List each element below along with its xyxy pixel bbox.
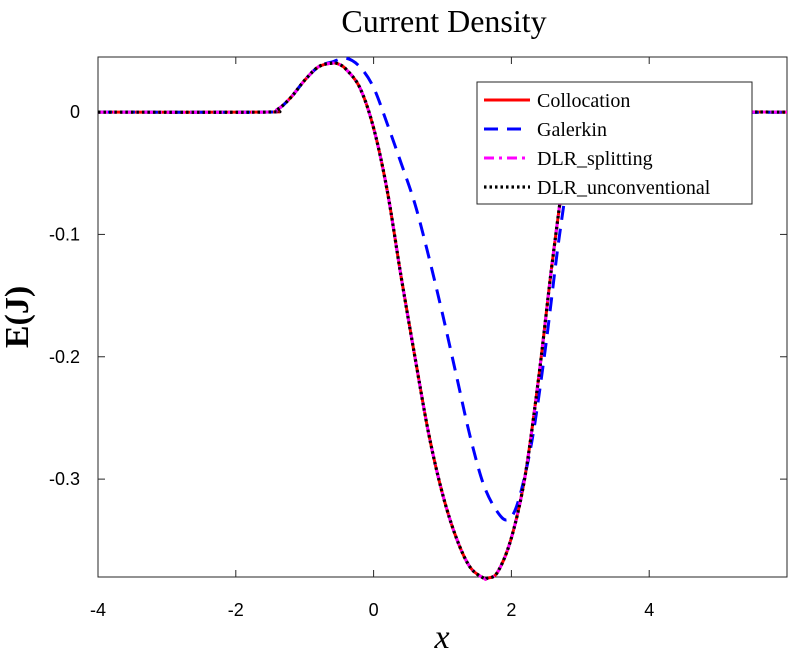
- series-layer: [97, 56, 788, 581]
- legend-label: DLR_unconventional: [537, 177, 711, 199]
- y-tick-label: -0.2: [49, 347, 80, 367]
- y-tick-label: 0: [70, 102, 80, 122]
- y-tick-label: -0.3: [49, 469, 80, 489]
- y-tick-label: -0.1: [49, 224, 80, 244]
- legend-label: Collocation: [537, 90, 630, 112]
- x-axis-label: x: [433, 619, 449, 653]
- y-axis-label: E(J): [0, 286, 36, 348]
- legend-items: Collocation Galerkin DLR_splitting DLR_unco…: [484, 90, 711, 199]
- chart-title: Current Density: [341, 3, 546, 39]
- series-line-dlr-splitting: [97, 61, 788, 581]
- series-line-galerkin: [97, 56, 788, 522]
- legend-label: DLR_splitting: [537, 148, 653, 170]
- legend: Collocation Galerkin DLR_splitting DLR_unco…: [476, 81, 753, 205]
- x-tick-label: -2: [228, 600, 244, 620]
- x-tick-label: -4: [90, 600, 106, 620]
- x-tick-label: 0: [369, 600, 379, 620]
- axis-ticks: -4 -2 0 2 4 0 -0.1 -0.2 -0.3: [49, 57, 787, 620]
- x-tick-label: 2: [506, 600, 516, 620]
- legend-label: Galerkin: [537, 119, 607, 141]
- legend-box: [476, 81, 753, 205]
- x-tick-label: 4: [644, 600, 654, 620]
- series-line-dlr-unconventional: [97, 61, 788, 581]
